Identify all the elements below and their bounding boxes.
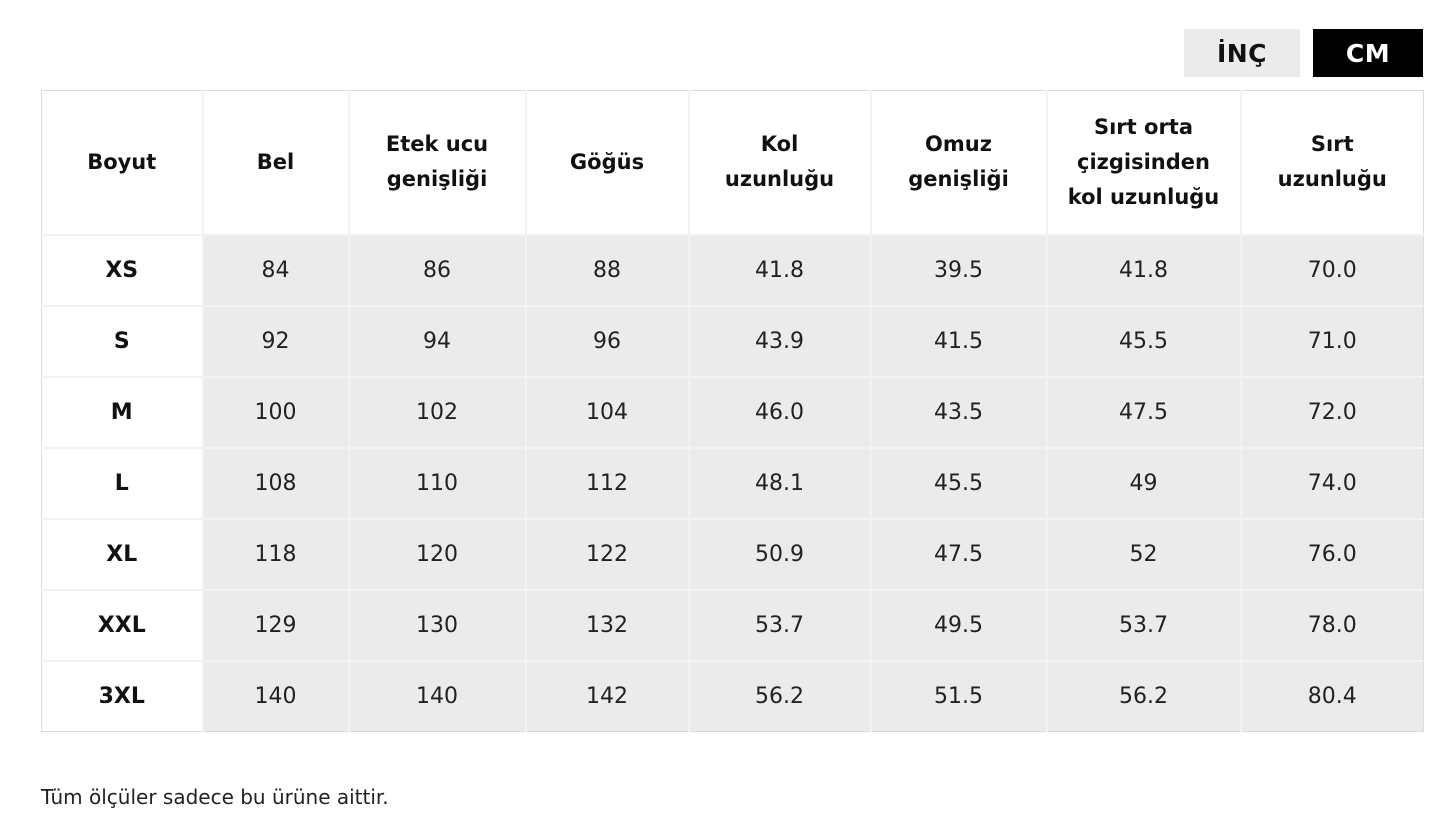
header-label-line: Boyut: [87, 149, 157, 174]
measurement-cell: 53.7: [1045, 588, 1242, 662]
measurement-cell: 108: [201, 446, 350, 520]
table-row: XXL 129 130 132 53.7 49.5 53.7 78.0: [41, 588, 1424, 662]
measurement-cell: 88: [524, 233, 690, 307]
header-chest: Göğüs: [524, 90, 690, 236]
measurement-cell: 102: [347, 375, 527, 449]
measurement-cell: 49: [1045, 446, 1242, 520]
size-label-cell: L: [41, 446, 204, 520]
measurement-cell: 43.9: [687, 304, 872, 378]
size-label-cell: XS: [41, 233, 204, 307]
header-shoulder-width: Omuz genişliği: [869, 90, 1048, 236]
measurement-cell: 104: [524, 375, 690, 449]
measurement-cell: 86: [347, 233, 527, 307]
table-row: XS 84 86 88 41.8 39.5 41.8 70.0: [41, 233, 1424, 307]
table-header-row: Boyut Bel Etek ucu genişliği Göğüs Kol uzunluğ…: [41, 90, 1424, 236]
table-row: M 100 102 104 46.0 43.5 47.5 72.0: [41, 375, 1424, 449]
measurement-cell: 72.0: [1239, 375, 1424, 449]
size-label-cell: XXL: [41, 588, 204, 662]
measurement-cell: 96: [524, 304, 690, 378]
header-hem-width: Etek ucu genişliği: [347, 90, 527, 236]
size-label-cell: XL: [41, 517, 204, 591]
measurement-cell: 84: [201, 233, 350, 307]
measurement-cell: 140: [201, 659, 350, 732]
measurement-cell: 94: [347, 304, 527, 378]
measurement-cell: 71.0: [1239, 304, 1424, 378]
measurement-cell: 39.5: [869, 233, 1048, 307]
measurement-cell: 78.0: [1239, 588, 1424, 662]
measurement-cell: 140: [347, 659, 527, 732]
measurement-cell: 41.8: [1045, 233, 1242, 307]
measurement-cell: 122: [524, 517, 690, 591]
measurement-cell: 48.1: [687, 446, 872, 520]
size-label-cell: 3XL: [41, 659, 204, 732]
measurement-cell: 56.2: [687, 659, 872, 732]
header-sleeve-length: Kol uzunluğu: [687, 90, 872, 236]
measurement-cell: 132: [524, 588, 690, 662]
measurement-cell: 120: [347, 517, 527, 591]
table-row: XL 118 120 122 50.9 47.5 52 76.0: [41, 517, 1424, 591]
header-label-line: kol uzunluğu: [1067, 184, 1220, 209]
table-row: S 92 94 96 43.9 41.5 45.5 71.0: [41, 304, 1424, 378]
measurement-cell: 49.5: [869, 588, 1048, 662]
header-label-line: Kol: [760, 132, 799, 157]
header-label-line: genişliği: [908, 167, 1009, 192]
measurement-cell: 43.5: [869, 375, 1048, 449]
inch-unit-button[interactable]: İNÇ: [1184, 29, 1300, 77]
measurement-cell: 47.5: [1045, 375, 1242, 449]
header-back-center-sleeve-length: Sırt orta çizgisinden kol uzunluğu: [1045, 90, 1242, 236]
table-row: 3XL 140 140 142 56.2 51.5 56.2 80.4: [41, 659, 1424, 732]
measurement-cell: 45.5: [869, 446, 1048, 520]
measurement-cell: 50.9: [687, 517, 872, 591]
measurement-cell: 92: [201, 304, 350, 378]
measurement-cell: 74.0: [1239, 446, 1424, 520]
measurement-cell: 41.5: [869, 304, 1048, 378]
header-label-line: Göğüs: [569, 149, 645, 174]
measurement-cell: 47.5: [869, 517, 1048, 591]
size-chart-table: Boyut Bel Etek ucu genişliği Göğüs Kol uzunluğ…: [41, 90, 1424, 732]
measurement-cell: 76.0: [1239, 517, 1424, 591]
measurement-cell: 100: [201, 375, 350, 449]
header-label-line: Sırt: [1310, 132, 1354, 157]
measurement-cell: 118: [201, 517, 350, 591]
footnote-text: Tüm ölçüler sadece bu ürüne aittir.: [41, 785, 389, 809]
header-label-line: Omuz: [925, 132, 992, 157]
cm-unit-button[interactable]: CM: [1313, 29, 1423, 77]
header-label-line: genişliği: [386, 167, 488, 192]
measurement-cell: 52: [1045, 517, 1242, 591]
header-label-line: Bel: [256, 149, 295, 174]
measurement-cell: 51.5: [869, 659, 1048, 732]
measurement-cell: 41.8: [687, 233, 872, 307]
measurement-cell: 112: [524, 446, 690, 520]
measurement-cell: 70.0: [1239, 233, 1424, 307]
measurement-cell: 110: [347, 446, 527, 520]
measurement-cell: 129: [201, 588, 350, 662]
measurement-cell: 46.0: [687, 375, 872, 449]
measurement-cell: 80.4: [1239, 659, 1424, 732]
header-waist: Bel: [201, 90, 350, 236]
size-label-cell: M: [41, 375, 204, 449]
header-back-length: Sırt uzunluğu: [1239, 90, 1424, 236]
header-label-line: çizgisinden: [1077, 149, 1210, 174]
measurement-cell: 56.2: [1045, 659, 1242, 732]
measurement-cell: 45.5: [1045, 304, 1242, 378]
measurement-cell: 53.7: [687, 588, 872, 662]
table-row: L 108 110 112 48.1 45.5 49 74.0: [41, 446, 1424, 520]
header-label-line: Sırt orta: [1093, 114, 1194, 139]
header-label-line: uzunluğu: [724, 167, 835, 192]
header-size: Boyut: [41, 90, 204, 236]
header-label-line: Etek ucu: [385, 132, 489, 157]
measurement-cell: 142: [524, 659, 690, 732]
measurement-cell: 130: [347, 588, 527, 662]
header-label-line: uzunluğu: [1277, 167, 1387, 192]
unit-toggle: İNÇ CM: [1184, 29, 1423, 77]
table-body: XS 84 86 88 41.8 39.5 41.8 70.0 S 92 94 96 43.9 41.5 4…: [41, 233, 1424, 732]
size-label-cell: S: [41, 304, 204, 378]
